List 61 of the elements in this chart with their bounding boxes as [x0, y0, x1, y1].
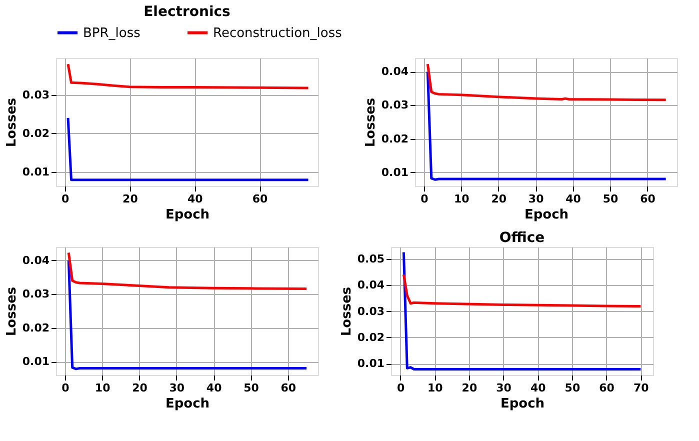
- x-tick-label: 20: [132, 382, 148, 394]
- y-tick-label: 0.02: [22, 321, 50, 334]
- x-tick-label: 10: [94, 382, 111, 394]
- y-tick-label: 0.05: [357, 252, 384, 266]
- x-tick-label: 50: [602, 192, 619, 206]
- y-tick-label: 0.02: [357, 330, 384, 344]
- x-tick-label: 50: [564, 382, 580, 394]
- y-tick-label: 0.03: [22, 88, 50, 102]
- y-axis-title: Losses: [4, 286, 20, 336]
- x-axis-title: Epoch: [524, 208, 569, 222]
- y-tick-label: 0.01: [22, 165, 50, 178]
- y-tick-label: 0.01: [381, 166, 408, 179]
- line-series: [402, 250, 642, 370]
- legend-label: Reconstruction_loss: [213, 26, 342, 41]
- y-axis-title: Losses: [363, 98, 378, 148]
- y-tick-label: 0.01: [22, 355, 50, 368]
- line-series: [402, 273, 642, 308]
- x-tick-label: 10: [427, 382, 444, 394]
- chart-title: Electronics: [144, 4, 230, 20]
- x-axis-title: Epoch: [500, 396, 545, 412]
- x-tick-label: 0: [420, 192, 429, 206]
- chart-title: Office: [499, 230, 545, 246]
- x-tick-label: 40: [566, 192, 582, 206]
- line-series: [66, 62, 310, 90]
- x-tick-label: 60: [640, 192, 656, 206]
- line-series: [426, 70, 668, 181]
- y-tick-label: 0.01: [357, 357, 384, 370]
- x-tick-label: 70: [633, 382, 650, 394]
- y-tick-label: 0.03: [381, 98, 408, 112]
- x-tick-label: 20: [491, 192, 507, 206]
- y-axis-title: Losses: [4, 98, 20, 148]
- y-tick-label: 0.04: [357, 278, 385, 292]
- x-tick-label: 50: [244, 382, 260, 394]
- x-tick-label: 40: [187, 192, 204, 206]
- y-tick-label: 0.02: [381, 132, 408, 146]
- x-tick-label: 60: [280, 382, 296, 394]
- x-tick-label: 20: [122, 192, 138, 206]
- x-tick-label: 0: [396, 382, 405, 394]
- x-tick-label: 0: [61, 192, 70, 206]
- y-tick-label: 0.02: [22, 126, 50, 140]
- x-tick-label: 0: [62, 382, 70, 394]
- x-axis-title: Epoch: [165, 396, 210, 412]
- x-tick-label: 10: [454, 192, 470, 206]
- x-tick-label: 30: [496, 382, 512, 394]
- line-series: [67, 259, 308, 370]
- x-tick-label: 60: [252, 192, 268, 206]
- line-series: [426, 62, 668, 102]
- y-tick-label: 0.03: [22, 288, 50, 301]
- x-tick-label: 40: [530, 382, 546, 394]
- x-tick-label: 30: [169, 382, 185, 394]
- x-tick-label: 40: [206, 382, 222, 394]
- y-tick-label: 0.04: [22, 254, 50, 267]
- x-axis-title: Epoch: [165, 208, 210, 222]
- legend-label: BPR_loss: [83, 26, 141, 41]
- y-tick-label: 0.04: [381, 65, 409, 78]
- y-tick-label: 0.03: [357, 304, 384, 318]
- line-series: [67, 251, 308, 290]
- x-tick-label: 20: [462, 382, 478, 394]
- y-axis-title: Losses: [339, 286, 354, 336]
- x-tick-label: 60: [599, 382, 615, 394]
- x-tick-label: 30: [528, 192, 544, 206]
